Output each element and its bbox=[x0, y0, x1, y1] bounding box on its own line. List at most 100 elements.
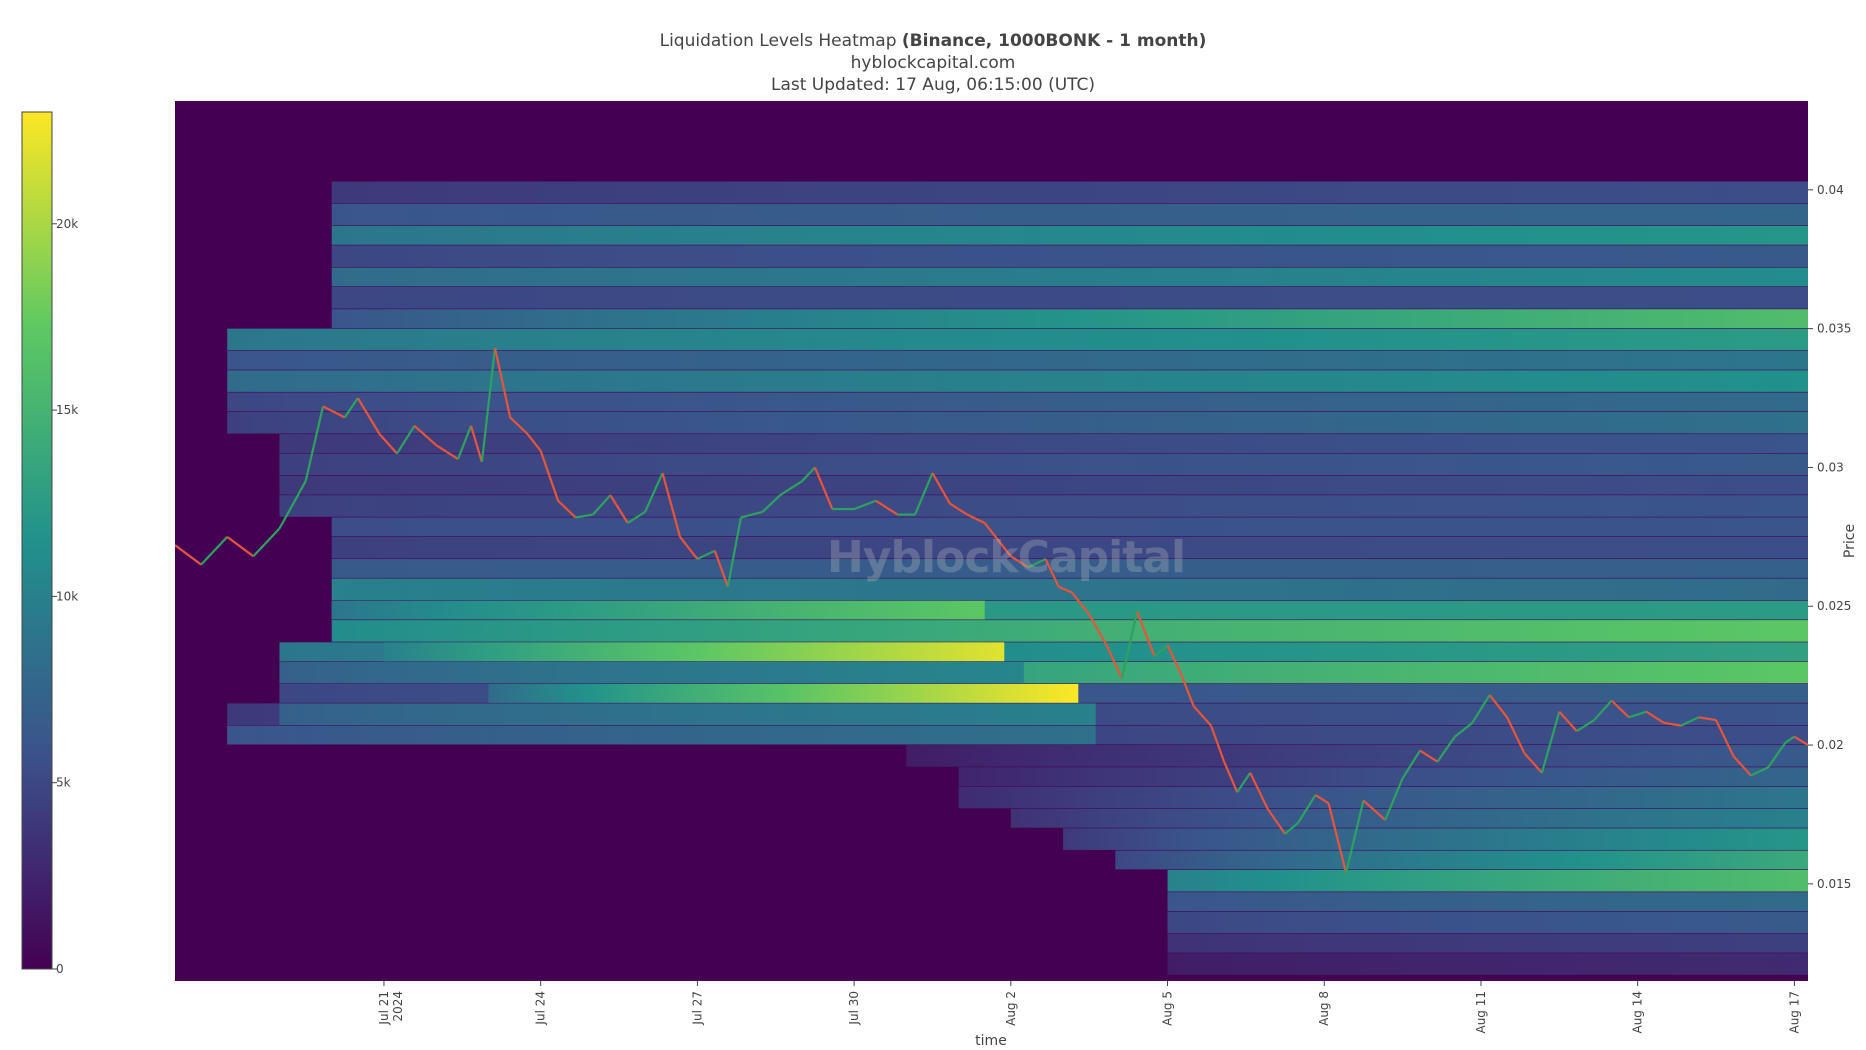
price-segment bbox=[1523, 752, 1543, 774]
price-segment bbox=[1105, 644, 1123, 679]
price-segment bbox=[1506, 716, 1526, 754]
liquidation-band bbox=[331, 267, 1808, 287]
liquidation-band bbox=[227, 328, 1808, 351]
price-segment bbox=[609, 494, 629, 524]
price-segment bbox=[509, 416, 529, 435]
x-tick-label: Aug 11 bbox=[1474, 991, 1488, 1034]
cleared-band bbox=[488, 683, 1079, 703]
price-segment bbox=[1136, 611, 1156, 657]
price-segment bbox=[304, 406, 325, 482]
liquidation-band bbox=[1010, 808, 1808, 828]
price-segment bbox=[949, 502, 968, 516]
x-tick-year-label: 2024 bbox=[391, 991, 405, 1022]
y-tick-label: 0.02 bbox=[1817, 738, 1844, 752]
price-segment bbox=[1344, 800, 1365, 873]
cleared-band bbox=[279, 703, 1096, 726]
title-updated: Last Updated: 17 Aug, 06:15:00 (UTC) bbox=[770, 75, 1096, 95]
colorbar-tick-label: 10k bbox=[56, 589, 78, 603]
price-segment bbox=[1558, 710, 1578, 732]
y-tick-label: 0.035 bbox=[1817, 322, 1851, 336]
liquidation-band bbox=[1063, 828, 1808, 850]
cleared-band bbox=[383, 642, 1005, 662]
price-segment bbox=[1785, 735, 1795, 744]
liquidation-band bbox=[1167, 953, 1808, 975]
price-segment bbox=[1223, 761, 1239, 793]
price-segment bbox=[396, 425, 416, 455]
x-tick-label: Aug 14 bbox=[1631, 991, 1645, 1034]
y-axis-title: Price bbox=[1842, 524, 1858, 558]
liquidation-band bbox=[227, 411, 1808, 434]
price-segment bbox=[1362, 799, 1386, 821]
price-segment bbox=[539, 450, 560, 502]
price-segment bbox=[1663, 721, 1682, 727]
price-segment bbox=[1436, 736, 1456, 763]
price-segment bbox=[1088, 614, 1108, 646]
price-segment bbox=[1750, 766, 1769, 777]
title-text: Liquidation Levels Heatmap bbox=[659, 31, 902, 51]
price-segment bbox=[480, 347, 497, 463]
price-segment bbox=[1058, 585, 1073, 594]
colorbar bbox=[21, 111, 53, 970]
price-segment bbox=[627, 510, 646, 524]
price-segment bbox=[1454, 721, 1473, 738]
liquidation-band bbox=[279, 453, 1808, 476]
price-segment bbox=[175, 544, 202, 566]
price-segment bbox=[200, 536, 229, 566]
price-segment bbox=[413, 424, 437, 447]
price-segment bbox=[779, 480, 803, 497]
price-segment bbox=[378, 433, 398, 455]
chart-title: Liquidation Levels Heatmap (Binance, 100… bbox=[0, 30, 1866, 96]
liquidation-band bbox=[279, 434, 1808, 453]
x-tick-label: Jul 30 bbox=[847, 991, 861, 1026]
liquidation-band bbox=[331, 578, 1808, 601]
price-segment bbox=[1044, 558, 1060, 588]
price-segment bbox=[1284, 821, 1299, 835]
liquidation-band bbox=[331, 309, 1808, 329]
liquidation-band bbox=[227, 370, 1808, 392]
liquidation-band bbox=[279, 495, 1808, 517]
cleared-band bbox=[279, 661, 1024, 684]
liquidation-band bbox=[279, 475, 1808, 495]
liquidation-band bbox=[331, 181, 1808, 204]
price-segment bbox=[322, 405, 346, 419]
price-segment bbox=[813, 467, 834, 510]
liquidation-band bbox=[958, 786, 1808, 809]
liquidation-band bbox=[1167, 911, 1808, 934]
liquidation-band bbox=[958, 767, 1808, 787]
y-tick-label: 0.04 bbox=[1817, 183, 1844, 197]
price-segment bbox=[1210, 725, 1226, 763]
liquidation-band bbox=[331, 620, 1808, 642]
price-segment bbox=[1698, 716, 1717, 722]
price-segment bbox=[226, 535, 255, 558]
price-segment bbox=[1236, 772, 1252, 793]
price-segment bbox=[761, 494, 781, 513]
price-segment bbox=[644, 472, 664, 513]
price-segment bbox=[1297, 794, 1317, 824]
x-tick-label: Aug 5 bbox=[1161, 991, 1175, 1026]
title-source: hyblockcapital.com bbox=[850, 53, 1016, 73]
price-segment bbox=[1166, 644, 1182, 674]
price-series bbox=[175, 347, 1808, 874]
y-tick-label: 0.025 bbox=[1817, 599, 1851, 613]
price-segment bbox=[1488, 694, 1508, 718]
price-segment bbox=[1384, 777, 1404, 821]
price-segment bbox=[1401, 750, 1421, 779]
price-segment bbox=[801, 466, 816, 483]
price-segment bbox=[1153, 644, 1169, 658]
liquidation-band bbox=[331, 517, 1808, 537]
price-segment bbox=[1715, 719, 1735, 757]
colorbar-tick-label: 5k bbox=[56, 776, 71, 790]
cleared-band bbox=[331, 600, 985, 620]
price-segment bbox=[853, 499, 877, 511]
x-tick-label: Jul 21 bbox=[377, 991, 391, 1026]
price-segment bbox=[1793, 735, 1808, 746]
price-segment bbox=[1027, 558, 1047, 569]
price-segment bbox=[740, 510, 763, 519]
price-segment bbox=[713, 550, 729, 588]
liquidation-band bbox=[331, 203, 1808, 226]
x-tick-label: Aug 2 bbox=[1004, 991, 1018, 1026]
liquidation-band bbox=[227, 392, 1808, 412]
title-market: (Binance, 1000BONK - 1 month) bbox=[901, 31, 1207, 51]
liquidation-band bbox=[906, 745, 1808, 767]
colorbar-ticks: 0 5k 10k 15k 20k bbox=[52, 217, 78, 976]
